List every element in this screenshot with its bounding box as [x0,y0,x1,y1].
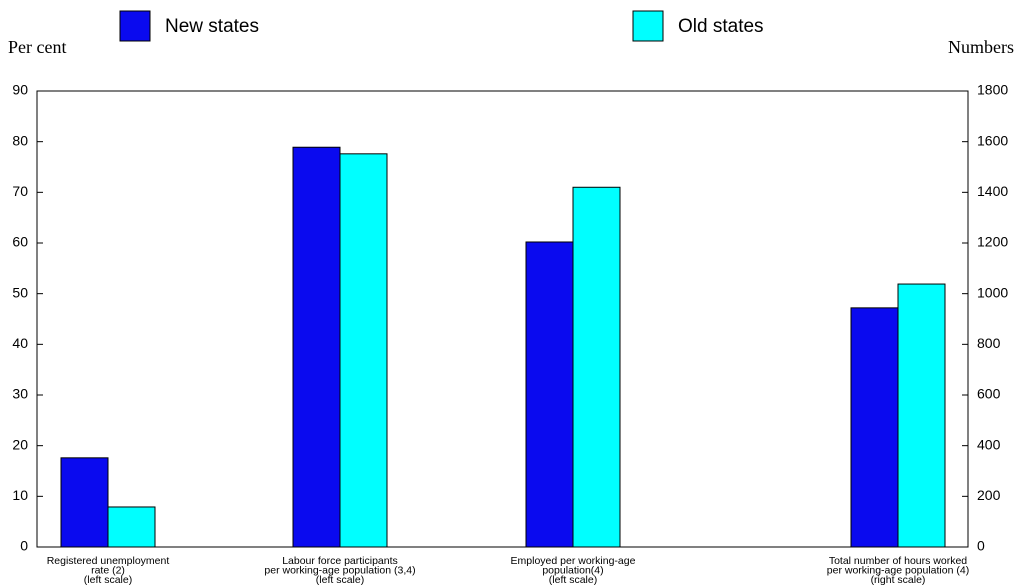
y-axis-label: Per cent [8,37,66,57]
x-tick-label-line: population(4) [542,564,603,576]
y-tick-label: 20 [12,436,28,452]
x-tick-label-line: Labour force participants [282,555,398,567]
x-tick-label-line: per working-age population (4) [827,564,969,576]
legend-label: Old states [678,16,764,37]
x-tick-label-line: per working-age population (3,4) [264,564,415,576]
x-tick-label: Employed per working-age population(4) (le… [511,555,636,586]
y-tick-label: 90 [12,82,28,98]
y-tick-label: 30 [12,386,28,402]
x-tick-label-line: rate (2) [91,564,125,576]
x-tick-label-line: Employed per working-age [511,555,636,567]
y-tick-label: 50 [12,284,28,300]
bar [339,153,388,548]
x-tick-label: Total number of hours worked per working-… [827,555,969,586]
plot-frame [36,90,969,548]
y2-tick-label: 1600 [977,132,1008,148]
bar [60,457,109,548]
y2-tick-label: 400 [977,436,1001,452]
bar [897,283,946,548]
y-tick-label: 40 [12,335,28,351]
bar [572,186,621,548]
x-tick-label-line: (left scale) [84,574,132,586]
y2-tick-label: 1200 [977,234,1008,250]
bar [525,241,574,548]
bar [292,146,341,548]
legend-swatch [632,10,664,42]
x-tick-label-line: (left scale) [549,574,597,586]
legend-swatch [119,10,151,42]
y2-tick-label: 800 [977,335,1001,351]
x-tick-label: Registered unemployment rate (2) (left sca… [47,555,170,586]
x-tick-label: Labour force participants per working-age… [264,555,415,586]
y-tick-label: 80 [12,132,28,148]
y-tick-label: 10 [12,487,28,503]
y-tick-label: 60 [12,234,28,250]
bar [850,307,899,548]
y2-tick-label: 1800 [977,82,1008,98]
bar [107,506,156,548]
y2-tick-label: 0 [977,538,985,554]
y-tick-label: 0 [20,538,28,554]
x-tick-label-line: Registered unemployment [47,555,170,567]
legend-label: New states [165,16,259,37]
y-tick-label: 70 [12,183,28,199]
x-tick-label-line: Total number of hours worked [829,555,967,567]
x-tick-label-line: (right scale) [871,574,926,586]
y2-axis-label: Numbers [948,37,1014,57]
y2-tick-label: 600 [977,386,1001,402]
x-tick-label-line: (left scale) [316,574,364,586]
y2-tick-label: 1000 [977,284,1008,300]
y2-tick-label: 1400 [977,183,1008,199]
y2-tick-label: 200 [977,487,1001,503]
